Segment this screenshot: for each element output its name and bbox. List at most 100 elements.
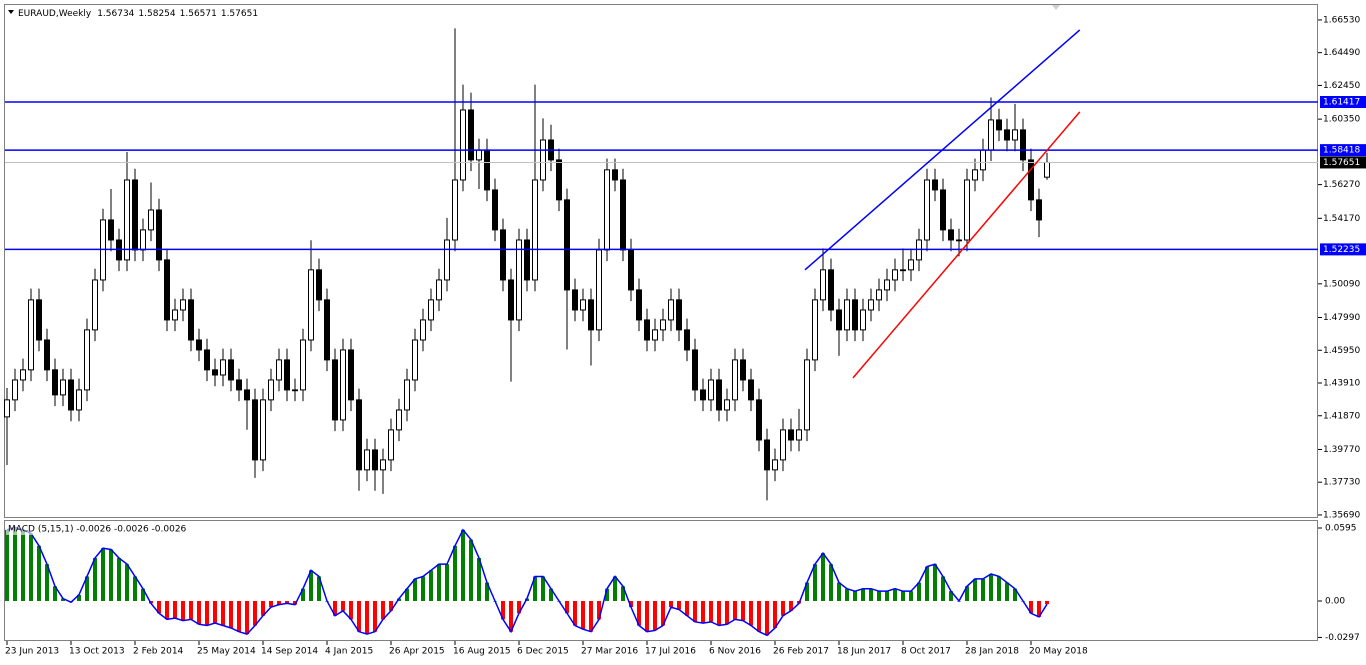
histogram-bar [133,576,137,601]
candle-body [68,379,74,411]
histogram-bar [701,600,705,624]
candle-body [580,299,586,311]
histogram-bar [93,558,97,601]
candle-body [428,299,434,321]
x-tick-label: 14 Sep 2014 [261,647,318,657]
candle-body [356,399,362,471]
main-panel [4,4,1318,518]
candle-body [756,399,762,441]
indicator-y-tick-label: -0.0297 [1325,633,1360,643]
last-price-label: 1.57651 [1323,158,1360,168]
candle-body [28,299,34,371]
candle-body [44,339,50,371]
histogram-bar [309,570,313,601]
histogram-bar [381,600,385,620]
candle-body [244,389,250,401]
candle-body [260,399,266,461]
histogram-bar [621,586,625,601]
x-tick-label: 27 Mar 2016 [581,647,638,657]
histogram-bar [725,600,729,625]
histogram-bar [997,576,1001,601]
histogram-bar [685,600,689,616]
candle-body [164,259,170,321]
histogram-bar [29,533,33,601]
y-tick-label: 1.50090 [1323,279,1360,289]
candle-body [804,359,810,431]
histogram-bar [853,591,857,601]
candle-body [828,269,834,311]
histogram-bar [845,588,849,601]
x-tick-label: 8 Oct 2017 [901,647,951,657]
level-label: 1.52235 [1323,245,1360,255]
histogram-bar [157,600,161,614]
candle-body [60,379,66,396]
histogram-bar [101,548,105,601]
histogram-bar [421,576,425,601]
last-price-box [1320,156,1366,169]
histogram-bar [461,529,465,601]
candle-body [940,189,946,231]
histogram-bar [13,527,17,601]
candle-body [964,179,970,241]
candle-body [196,339,202,351]
candle-body [604,169,610,251]
histogram-bar [165,600,169,620]
candle-body [684,329,690,351]
histogram-bar [917,582,921,601]
candle-body [364,449,370,471]
histogram-bar [781,600,785,616]
candle-body [108,219,114,241]
menu-triangle[interactable] [8,10,14,14]
histogram-bar [61,598,65,601]
indicator-y-tick-label: 0.0595 [1325,523,1357,533]
histogram-bar [37,545,41,601]
histogram-bar [1029,600,1033,614]
x-tick-label: 26 Feb 2017 [773,647,829,657]
candle-body [748,379,754,401]
histogram-bar [517,600,521,614]
candle-body [724,399,730,411]
histogram-bar [317,576,321,601]
indicator-label-bg [6,523,176,535]
candle-body [868,299,874,311]
histogram-bar [645,600,649,632]
candle-body [676,299,682,331]
candle-body [732,359,738,401]
candle-body [156,209,162,261]
histogram-bar [237,600,241,632]
level-label-box [1320,144,1366,157]
histogram-bar [605,588,609,601]
candle-body [516,239,522,321]
candle-body [620,179,626,251]
histogram-bar [965,586,969,601]
histogram-bar [741,600,745,621]
histogram-bar [1037,600,1041,617]
candle-body [660,319,666,331]
histogram-bar [405,588,409,601]
candle-body [388,429,394,461]
histogram-bar [213,600,217,624]
candle-body [412,339,418,381]
candle-body [132,179,138,251]
histogram-bar [717,600,721,626]
y-tick-label: 1.43910 [1323,379,1360,389]
candle-body [908,259,914,271]
x-tick-label: 20 May 2018 [1029,647,1088,657]
histogram-bar [197,600,201,625]
histogram-bar [597,600,601,620]
candle-body [740,359,746,381]
candle-body [700,389,706,401]
candle-body [708,379,714,401]
histogram-bar [77,594,81,601]
candle-body [652,329,658,341]
symbol: EURAUD,Weekly [18,9,92,19]
histogram-bar [261,600,265,616]
candle-body [1004,129,1010,141]
histogram-bar [125,564,129,601]
x-tick-label: 25 May 2014 [197,647,256,657]
histogram-bar [565,600,569,614]
candle-body [484,149,490,191]
x-tick-label: 6 Nov 2016 [709,647,761,657]
histogram-bar [1005,582,1009,601]
